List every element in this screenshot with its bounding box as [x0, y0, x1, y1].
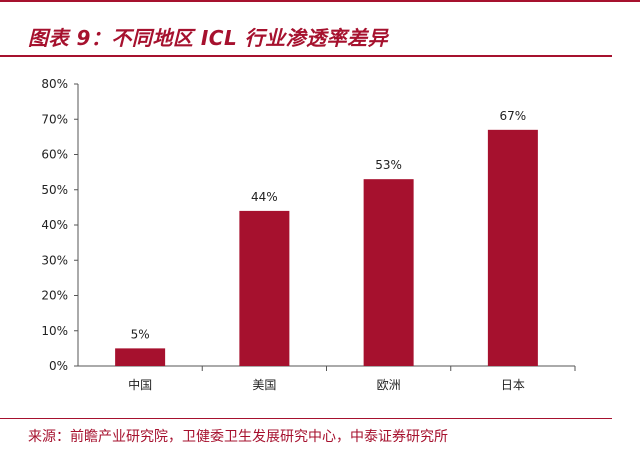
- data-label: 5%: [131, 327, 150, 341]
- category-label: 中国: [128, 377, 152, 392]
- data-labels: 5% 44% 53% 67%: [131, 109, 527, 342]
- data-label: 67%: [500, 109, 527, 123]
- y-tick-label: 40%: [41, 218, 68, 232]
- bars: [115, 129, 538, 366]
- y-tick-label: 30%: [41, 253, 68, 267]
- category-label: 欧洲: [377, 378, 401, 392]
- bar: [487, 129, 538, 366]
- y-tick-label: 0%: [49, 359, 68, 373]
- y-tick-label: 80%: [41, 77, 68, 91]
- data-label: 44%: [251, 190, 278, 204]
- y-tick-label: 60%: [41, 148, 68, 162]
- category-label: 美国: [252, 378, 276, 392]
- title-rule: [0, 55, 612, 57]
- y-tick-label: 10%: [41, 324, 68, 338]
- y-axis-ticks: 0% 10% 20% 30% 40% 50% 60% 70% 80%: [41, 77, 78, 373]
- bar: [115, 348, 166, 366]
- data-label: 53%: [375, 158, 402, 172]
- y-tick-label: 20%: [41, 289, 68, 303]
- y-tick-label: 70%: [41, 112, 68, 126]
- source-note: 来源：前瞻产业研究院，卫健委卫生发展研究中心，中泰证券研究所: [28, 429, 448, 445]
- chart-title: 图表 9：不同地区 ICL 行业渗透率差异: [28, 26, 389, 50]
- category-label: 日本: [501, 378, 525, 392]
- bottom-rule: [0, 418, 612, 419]
- bar: [239, 210, 290, 366]
- y-tick-label: 50%: [41, 183, 68, 197]
- bar: [363, 179, 414, 366]
- top-rule: [0, 0, 640, 2]
- category-labels: 中国 美国 欧洲 日本: [128, 366, 576, 392]
